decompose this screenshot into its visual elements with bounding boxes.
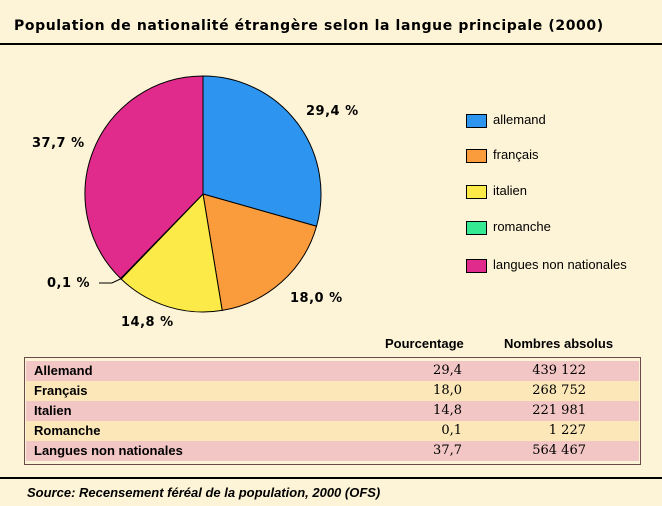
- pie-slice-francais: [202, 193, 318, 312]
- leader-line-romanche: [99, 278, 122, 284]
- table-header-nombres-absolus: Nombres absolus: [504, 336, 614, 351]
- row-label: Romanche: [34, 423, 101, 438]
- table-row: Allemand 29,4 439 122: [26, 361, 639, 381]
- row-label: Allemand: [34, 363, 93, 378]
- pie-slice-italien: [120, 192, 223, 313]
- data-label-langues-non-nationales: 37,7 %: [32, 136, 85, 151]
- row-label: Italien: [34, 403, 72, 418]
- legend-label-allemand: allemand: [493, 112, 546, 127]
- legend-label-francais: français: [493, 147, 539, 162]
- data-label-francais: 18,0 %: [290, 291, 343, 306]
- footer-rule: [0, 477, 662, 479]
- row-percentage: 37,7: [433, 443, 462, 458]
- table-row: Italien 14,8 221 981: [26, 401, 639, 421]
- row-absolute: 221 981: [532, 403, 586, 418]
- row-percentage: 14,8: [433, 403, 462, 418]
- row-percentage: 18,0: [433, 383, 462, 398]
- legend-swatch-allemand: [466, 114, 487, 128]
- legend-swatch-langues-non-nationales: [466, 259, 487, 273]
- legend-swatch-italien: [466, 185, 487, 199]
- title-rule: [0, 43, 662, 45]
- data-label-allemand: 29,4 %: [306, 104, 359, 119]
- legend-label-italien: italien: [493, 183, 527, 198]
- row-percentage: 0,1: [441, 423, 462, 438]
- legend-swatch-romanche: [466, 221, 487, 235]
- table-header-pourcentage: Pourcentage: [385, 336, 464, 351]
- chart-title: Population de nationalité étrangère selo…: [14, 18, 604, 34]
- row-absolute: 268 752: [532, 383, 586, 398]
- source-note: Source: Recensement féréal de la populat…: [27, 485, 381, 500]
- data-label-romanche: 0,1 %: [47, 276, 90, 291]
- legend-label-langues-non-nationales: langues non nationales: [493, 257, 627, 272]
- row-absolute: 564 467: [532, 443, 586, 458]
- row-label: Langues non nationales: [34, 443, 183, 458]
- table-row: Romanche 0,1 1 227: [26, 421, 639, 441]
- pie-chart: 29,4 % 18,0 % 14,8 % 0,1 % 37,7 %: [32, 75, 359, 330]
- row-absolute: 439 122: [532, 363, 586, 378]
- data-label-italien: 14,8 %: [121, 315, 174, 330]
- pie-slice-allemand: [202, 75, 322, 227]
- legend-swatch-francais: [466, 149, 487, 163]
- row-absolute: 1 227: [548, 423, 586, 438]
- table-row: Langues non nationales 37,7 564 467: [26, 441, 639, 461]
- data-table: Allemand 29,4 439 122 Français 18,0 268 …: [24, 357, 641, 465]
- table-row: Français 18,0 268 752: [26, 381, 639, 401]
- row-percentage: 29,4: [433, 363, 462, 378]
- legend-label-romanche: romanche: [493, 219, 551, 234]
- pie-slice-langues-non-nationales: [84, 75, 204, 280]
- row-label: Français: [34, 383, 88, 398]
